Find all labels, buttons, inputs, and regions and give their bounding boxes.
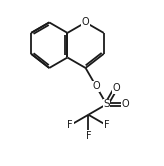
Text: F: F (67, 120, 73, 130)
Text: O: O (122, 99, 129, 109)
Text: O: O (82, 17, 89, 27)
Text: O: O (112, 83, 120, 93)
Text: F: F (86, 131, 91, 141)
Text: F: F (104, 120, 109, 130)
Text: S: S (103, 99, 110, 109)
Text: O: O (92, 81, 100, 91)
